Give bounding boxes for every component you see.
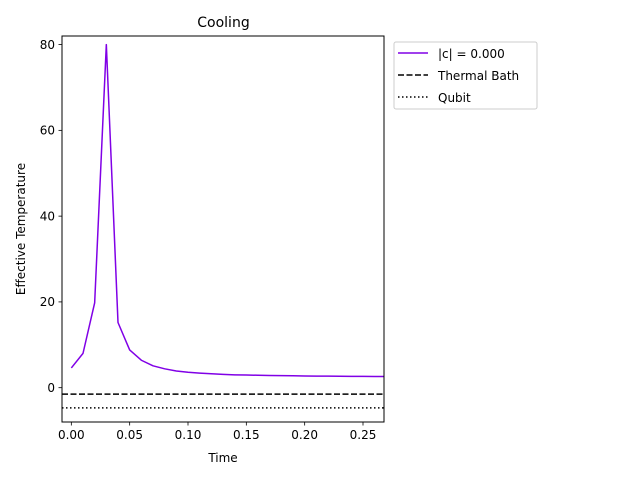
y-tick-label: 20	[40, 295, 55, 309]
x-tick-label: 0.05	[116, 428, 143, 442]
y-tick-label: 80	[40, 38, 55, 52]
legend: |c| = 0.000 Thermal Bath Qubit	[393, 41, 538, 110]
y-axis-ticks: 0 20 40 60 80	[40, 38, 62, 395]
x-tick-label: 0.10	[175, 428, 202, 442]
x-axis-label: Time	[207, 451, 237, 465]
x-tick-label: 0.00	[58, 428, 85, 442]
series-line-0	[70, 43, 385, 378]
plot-frame	[61, 35, 385, 423]
x-axis-ticks: 0.00 0.05 0.10 0.15 0.20 0.25	[58, 422, 376, 442]
y-axis-label: Effective Temperature	[14, 163, 28, 295]
chart-title: Cooling	[197, 15, 249, 31]
legend-label-series-1: Thermal Bath	[437, 69, 519, 83]
plot-lines	[62, 43, 385, 409]
y-tick-label: 40	[40, 209, 55, 223]
x-tick-label: 0.20	[291, 428, 318, 442]
x-tick-label: 0.15	[233, 428, 260, 442]
y-tick-label: 0	[47, 381, 55, 395]
legend-label-series-0: |c| = 0.000	[438, 47, 505, 61]
y-tick-label: 60	[40, 124, 55, 138]
legend-label-series-2: Qubit	[438, 91, 471, 105]
legend-frame	[393, 41, 538, 110]
x-tick-label: 0.25	[350, 428, 377, 442]
